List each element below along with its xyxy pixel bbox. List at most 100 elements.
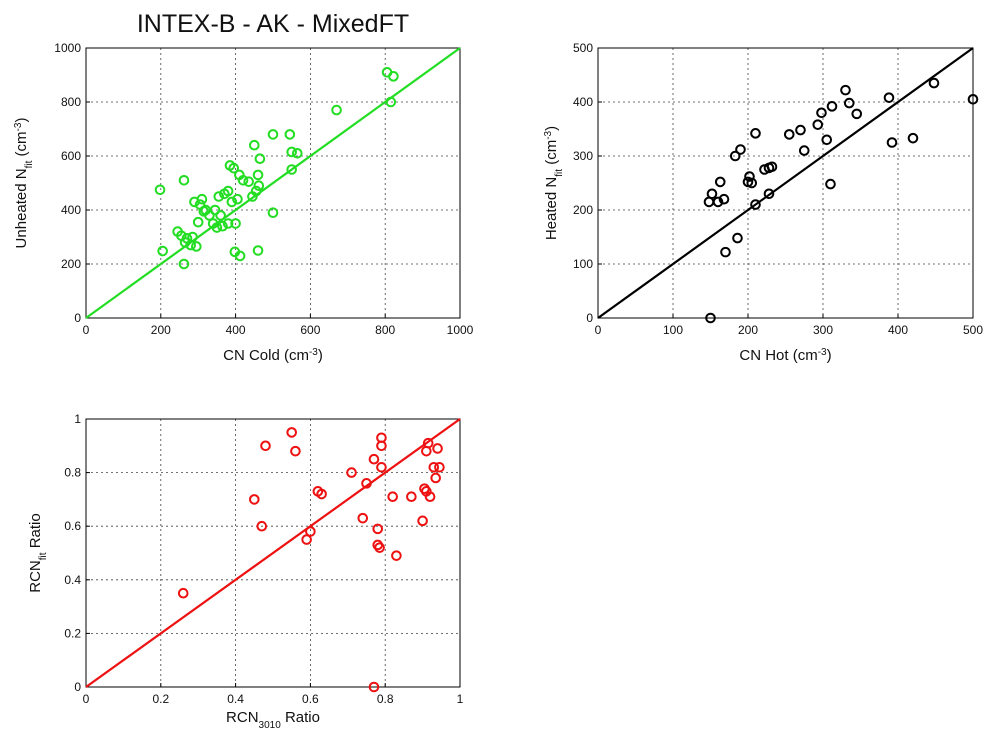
data-point [286, 427, 298, 438]
axis-frame [85, 47, 461, 319]
data-point [967, 94, 979, 105]
x-tick-label: 1000 [447, 323, 474, 337]
x-tick-label: 800 [375, 323, 395, 337]
data-point [191, 241, 202, 252]
data-point [361, 478, 372, 489]
data-point [718, 193, 730, 205]
data-point [883, 92, 895, 103]
y-tick-label: 600 [61, 149, 81, 163]
data-point [357, 512, 369, 524]
data-point [750, 199, 761, 210]
data-point [292, 148, 303, 159]
data-point [795, 124, 806, 136]
data-point [243, 176, 254, 187]
data-point [735, 144, 746, 155]
x-tick-label: 1 [457, 692, 464, 706]
data-point [290, 445, 301, 457]
data-point [196, 193, 208, 205]
data-point [428, 461, 440, 473]
data-point [230, 218, 241, 229]
data-point [763, 188, 775, 200]
data-point [346, 467, 357, 478]
data-point [385, 96, 397, 108]
one-to-one-line [85, 47, 461, 319]
data-point [376, 461, 387, 473]
y-tick-label: 200 [61, 257, 81, 271]
y-tick-label: 0.4 [64, 573, 81, 587]
data-point [729, 150, 741, 162]
data-point [732, 232, 743, 244]
axis-frame [597, 47, 974, 319]
data-point [178, 258, 190, 270]
data-point [388, 71, 399, 82]
data-point [851, 108, 863, 120]
data-point [211, 222, 223, 233]
y-tick-label: 200 [573, 203, 593, 217]
data-point [372, 523, 384, 535]
data-point [192, 216, 204, 228]
data-point [249, 139, 260, 151]
data-point [178, 175, 190, 186]
y-tick-label: 0.8 [64, 466, 81, 480]
x-tick-label: 100 [663, 323, 683, 337]
data-point [720, 246, 731, 258]
y-tick-label: 0 [74, 680, 81, 694]
data-point [840, 84, 851, 96]
data-point [750, 128, 761, 139]
data-point [284, 129, 296, 140]
y-tick-label: 0.6 [64, 519, 81, 533]
data-point [187, 231, 198, 243]
data-point [253, 180, 265, 191]
data-point [424, 491, 436, 503]
data-point [886, 137, 898, 148]
data-point [157, 245, 168, 257]
y-axis-label: Unheated Nfit (cm-3) [13, 118, 35, 249]
data-point [434, 461, 445, 473]
data-point [267, 129, 279, 140]
one-to-one-line [85, 418, 461, 688]
data-point [154, 184, 166, 196]
y-tick-label: 1000 [54, 41, 81, 55]
data-point [783, 129, 795, 140]
x-axis-label: CN Cold (cm-3) [223, 347, 323, 365]
data-point [286, 164, 298, 175]
data-point [250, 185, 262, 197]
data-point [252, 245, 264, 256]
page-title: INTEX-B - AK - MixedFT [136, 10, 410, 38]
data-point [812, 119, 824, 130]
data-point [234, 250, 246, 262]
data-point [816, 107, 827, 119]
data-point [252, 169, 264, 181]
x-tick-label: 300 [813, 323, 833, 337]
data-point [368, 681, 380, 693]
data-point [286, 146, 298, 158]
data-point [821, 134, 833, 146]
x-tick-label: 0.2 [152, 692, 169, 706]
data-point [215, 210, 226, 221]
data-point [305, 526, 316, 537]
x-axis-label: CN Hot (cm-3) [739, 347, 831, 365]
data-point [209, 204, 221, 216]
data-point [222, 185, 234, 197]
data-point [766, 161, 778, 173]
data-point [177, 587, 189, 599]
data-point [376, 440, 387, 452]
one-to-one-line [597, 47, 974, 319]
x-tick-label: 0.8 [377, 692, 394, 706]
chart-hot: 0 100 200 300 400 500 0 100 200 300 400 500 CN Hot (… [543, 41, 983, 364]
data-point [422, 437, 434, 449]
chart-ratio: 0 0.2 0.4 0.6 0.8 1 0 0.2 0.4 0.6 0.8 1 RCN3010 Rati… [27, 412, 464, 731]
y-tick-label: 800 [61, 95, 81, 109]
data-point [249, 494, 260, 505]
x-tick-label: 400 [888, 323, 908, 337]
y-tick-label: 400 [61, 203, 81, 217]
data-point [222, 218, 234, 229]
data-point [714, 176, 726, 188]
data-point [374, 542, 385, 553]
data-point [232, 193, 243, 205]
data-point [260, 440, 271, 452]
data-point [256, 520, 268, 532]
data-point [204, 210, 215, 221]
x-tick-label: 500 [963, 323, 983, 337]
